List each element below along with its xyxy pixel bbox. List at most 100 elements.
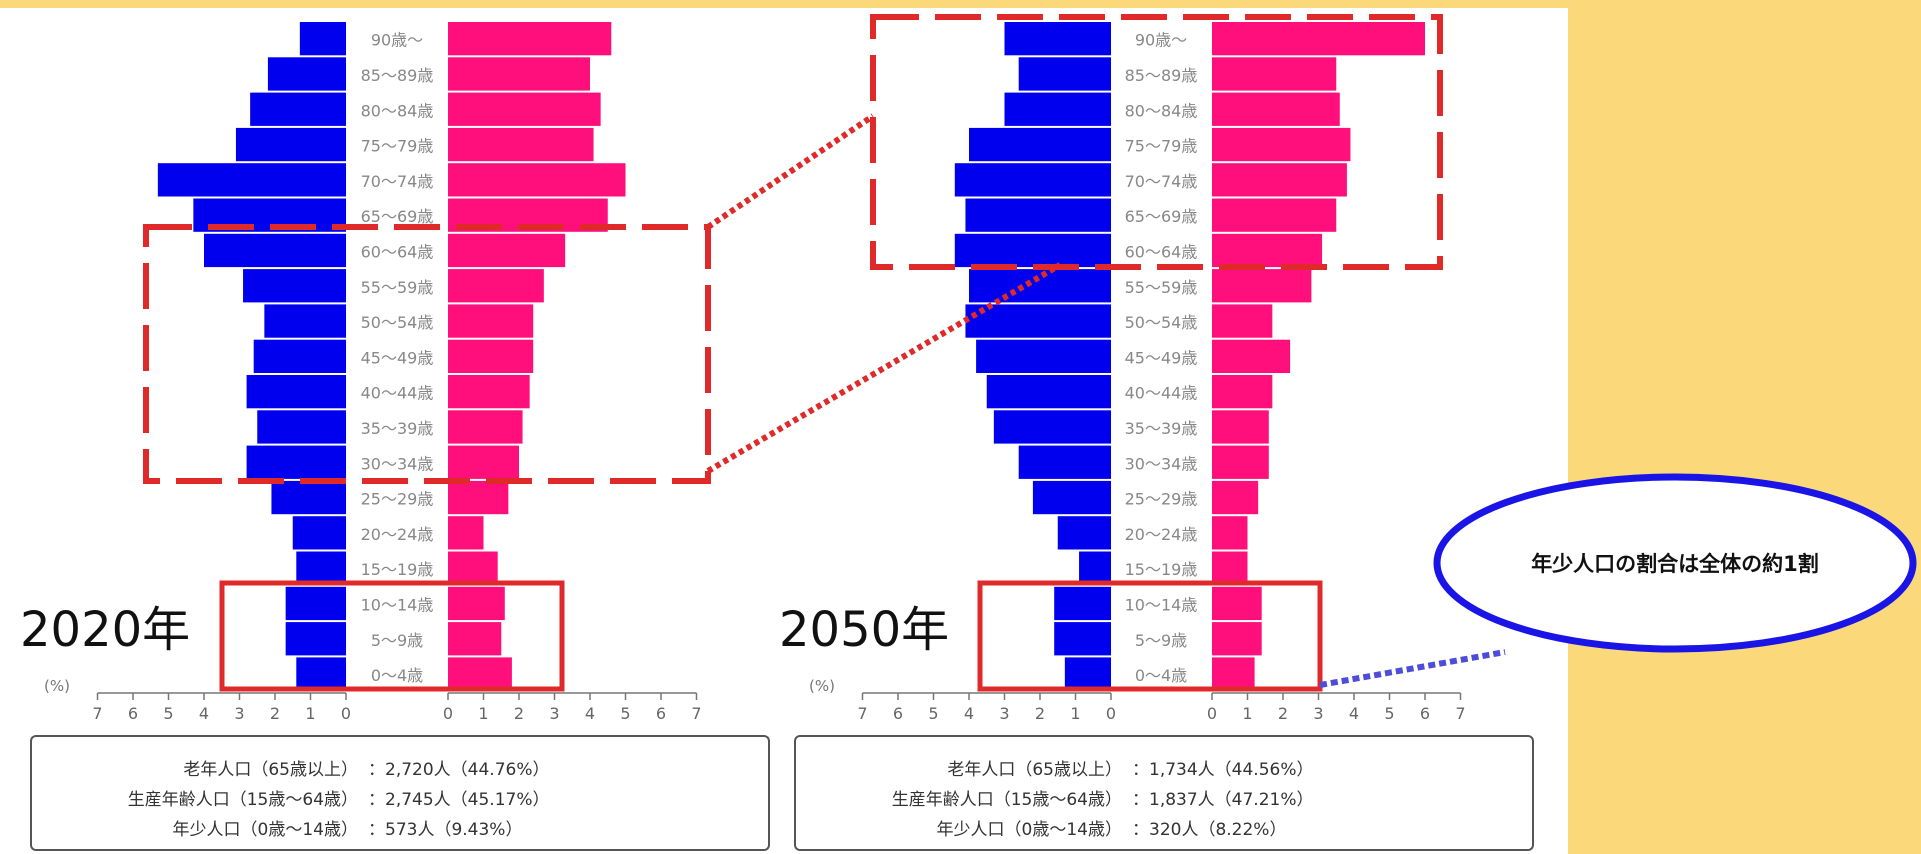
female-bar-0-8 — [448, 304, 534, 338]
x-tick-label-1-5: 2 — [1035, 704, 1045, 723]
summary-box-2050: 老年人口（65歳以上） ：1,734人（44.56%） 生産年齢人口（15歳〜6… — [794, 735, 1534, 851]
male-bar-0-18 — [296, 657, 346, 691]
x-tick-label-1-2: 5 — [928, 704, 938, 723]
male-bar-0-15 — [296, 551, 346, 585]
x-tick-label-0-15: 7 — [691, 704, 701, 723]
x-tick-label-0-13: 5 — [620, 704, 630, 723]
x-tick-label-1-9: 1 — [1242, 704, 1252, 723]
x-tick-label-1-13: 5 — [1384, 704, 1394, 723]
female-bar-1-7 — [1212, 269, 1312, 303]
age-label-1-18: 0〜4歳 — [1135, 666, 1187, 685]
x-tick-label-1-14: 6 — [1420, 704, 1430, 723]
x-tick-label-0-1: 6 — [128, 704, 138, 723]
female-bar-0-13 — [448, 480, 509, 515]
age-label-0-7: 55〜59歳 — [361, 278, 434, 297]
summary-2050-working-label: 生産年齢人口（15歳〜64歳） — [891, 790, 1122, 810]
female-bar-0-9 — [448, 339, 534, 373]
summary-2050-youth-value: ：320人（8.22%） — [1132, 820, 1287, 840]
male-bar-0-10 — [246, 375, 346, 409]
female-bar-0-0 — [448, 22, 612, 56]
male-bar-0-13 — [271, 480, 346, 515]
female-bar-0-6 — [448, 233, 566, 268]
male-bar-0-17 — [285, 622, 346, 656]
x-tick-label-1-8: 0 — [1207, 704, 1217, 723]
female-bar-1-6 — [1212, 233, 1323, 268]
age-label-1-3: 75〜79歳 — [1125, 137, 1198, 156]
age-label-0-4: 70〜74歳 — [361, 172, 434, 191]
female-bar-0-16 — [448, 586, 505, 621]
year-label-2020: 2020年 — [20, 602, 190, 658]
callout-pointer — [1319, 649, 1506, 688]
age-label-0-11: 35〜39歳 — [361, 419, 434, 438]
male-bar-0-12 — [246, 445, 346, 479]
age-label-0-17: 5〜9歳 — [371, 631, 423, 650]
age-label-0-10: 40〜44歳 — [361, 384, 434, 403]
age-label-0-0: 90歳〜 — [371, 31, 423, 50]
male-bar-0-9 — [253, 339, 346, 373]
female-bar-1-8 — [1212, 304, 1273, 338]
female-bar-1-14 — [1212, 516, 1248, 550]
age-label-1-1: 85〜89歳 — [1125, 66, 1198, 85]
unit-label-0: (%) — [44, 677, 70, 695]
callout-bubble — [1433, 473, 1917, 653]
age-label-1-17: 5〜9歳 — [1135, 631, 1187, 650]
summary-2020-elderly-value: ：2,720人（44.76%） — [368, 760, 550, 780]
male-bar-1-2 — [1004, 92, 1111, 126]
x-tick-label-1-0: 7 — [857, 704, 867, 723]
age-label-1-14: 20〜24歳 — [1125, 525, 1198, 544]
age-label-1-15: 15〜19歳 — [1125, 560, 1198, 579]
x-tick-label-1-6: 1 — [1070, 704, 1080, 723]
summary-2020-youth-value: ：573人（9.43%） — [368, 820, 523, 840]
age-label-0-8: 50〜54歳 — [361, 313, 434, 332]
age-label-1-6: 60〜64歳 — [1125, 242, 1198, 261]
male-bar-0-8 — [264, 304, 346, 338]
female-bar-0-3 — [448, 127, 594, 162]
connector-bottom — [706, 262, 1062, 474]
x-tick-label-1-10: 2 — [1278, 704, 1288, 723]
age-label-0-12: 30〜34歳 — [361, 454, 434, 473]
age-label-1-12: 30〜34歳 — [1125, 454, 1198, 473]
female-bar-1-0 — [1212, 22, 1425, 56]
x-tick-label-1-4: 3 — [999, 704, 1009, 723]
x-tick-label-0-2: 5 — [163, 704, 173, 723]
female-bar-1-11 — [1212, 410, 1269, 444]
x-tick-label-0-12: 4 — [585, 704, 595, 723]
male-bar-1-10 — [986, 375, 1111, 409]
female-bar-0-14 — [448, 516, 484, 550]
age-label-1-8: 50〜54歳 — [1125, 313, 1198, 332]
male-bar-1-3 — [969, 127, 1111, 162]
pyramid-2050: 90歳〜 85〜89歳 80〜84歳 75〜79歳 70〜74歳 65〜69歳 60〜64歳… — [809, 22, 1466, 723]
x-tick-label-0-11: 3 — [549, 704, 559, 723]
summary-2020-working-label: 生産年齢人口（15歳〜64歳） — [127, 790, 358, 810]
x-tick-label-0-14: 6 — [656, 704, 666, 723]
x-tick-label-1-15: 7 — [1455, 704, 1465, 723]
x-tick-label-0-9: 1 — [478, 704, 488, 723]
x-tick-label-0-7: 0 — [341, 704, 351, 723]
female-bar-1-18 — [1212, 657, 1255, 691]
male-bar-1-0 — [1004, 22, 1111, 56]
age-label-1-13: 25〜29歳 — [1125, 490, 1198, 509]
male-bar-1-13 — [1032, 480, 1111, 515]
female-bar-1-4 — [1212, 163, 1347, 197]
female-bar-1-5 — [1212, 198, 1337, 232]
x-tick-label-1-12: 4 — [1349, 704, 1359, 723]
male-bar-0-1 — [267, 57, 346, 91]
age-label-1-4: 70〜74歳 — [1125, 172, 1198, 191]
x-tick-label-0-5: 2 — [270, 704, 280, 723]
highlight-2050-elderly — [870, 14, 1443, 270]
age-label-0-9: 45〜49歳 — [361, 348, 434, 367]
age-label-0-6: 60〜64歳 — [361, 242, 434, 261]
highlight-2020-middle-ages — [143, 224, 711, 484]
summary-2050-youth-label: 年少人口（0歳〜14歳） — [936, 820, 1122, 840]
age-label-1-9: 45〜49歳 — [1125, 348, 1198, 367]
summary-2020-elderly-label: 老年人口（65歳以上） — [183, 760, 358, 780]
connector-top — [706, 113, 875, 230]
female-bar-1-17 — [1212, 622, 1262, 656]
female-bar-0-4 — [448, 163, 626, 197]
female-bar-0-7 — [448, 269, 544, 303]
unit-label-1: (%) — [809, 677, 835, 695]
x-tick-label-0-6: 1 — [305, 704, 315, 723]
age-label-1-2: 80〜84歳 — [1125, 101, 1198, 120]
age-label-0-18: 0〜4歳 — [371, 666, 423, 685]
